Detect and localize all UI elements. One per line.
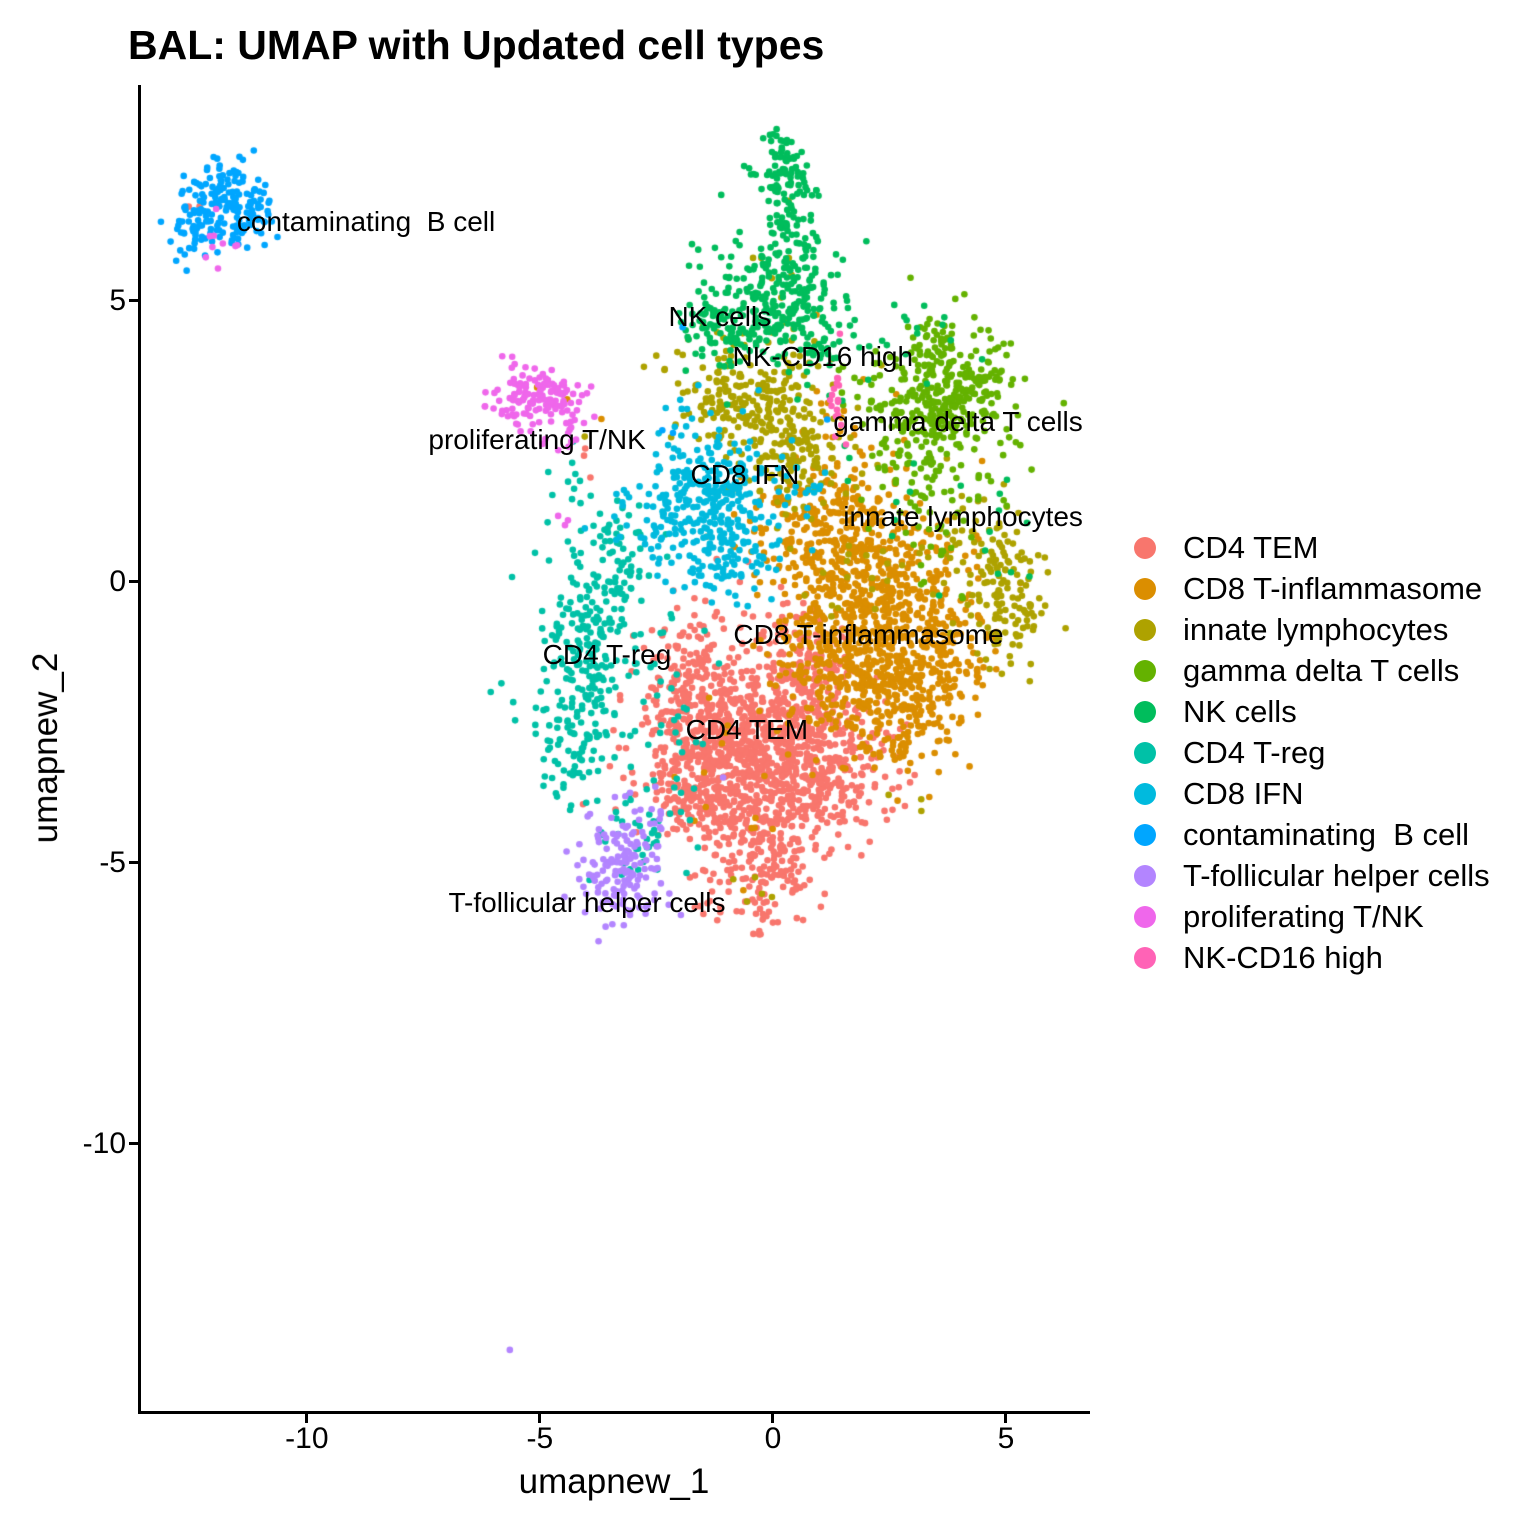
legend-item: proliferating T/NK — [1134, 896, 1490, 937]
legend-label: gamma delta T cells — [1183, 652, 1460, 688]
cluster-label: CD4 TEM — [685, 713, 809, 745]
legend-item: gamma delta T cells — [1134, 650, 1490, 691]
y-tick-label: 0 — [109, 564, 126, 598]
y-tick-label: 5 — [109, 283, 126, 317]
y-axis-line — [138, 85, 141, 1414]
legend-dot-icon — [1134, 700, 1156, 723]
cluster-label: CD4 T-reg — [542, 638, 672, 670]
legend-label: contaminating B cell — [1183, 816, 1470, 852]
legend-label: CD8 T-inflammasome — [1183, 570, 1483, 606]
legend-dot-icon — [1134, 659, 1156, 682]
legend-dot-icon — [1134, 536, 1156, 559]
cluster-label: contaminating B cell — [236, 205, 496, 237]
legend-dot-icon — [1134, 946, 1156, 969]
legend-label: proliferating T/NK — [1183, 898, 1424, 934]
legend: CD4 TEM CD8 T-inflammasome innate lymphocy… — [1134, 527, 1490, 978]
cluster-label: proliferating T/NK — [428, 423, 646, 455]
y-tick-mark — [129, 580, 138, 584]
y-tick-mark — [129, 861, 138, 865]
cluster-label: T-follicular helper cells — [448, 886, 726, 918]
legend-item: innate lymphocytes — [1134, 609, 1490, 650]
legend-item: T-follicular helper cells — [1134, 855, 1490, 896]
legend-item: NK-CD16 high — [1134, 937, 1490, 978]
legend-label: CD4 TEM — [1183, 529, 1319, 565]
legend-item: CD8 IFN — [1134, 773, 1490, 814]
y-tick-mark — [129, 299, 138, 303]
x-tick-mark — [538, 1414, 542, 1423]
legend-dot-icon — [1134, 618, 1156, 641]
legend-dot-icon — [1134, 905, 1156, 928]
legend-label: NK-CD16 high — [1183, 939, 1383, 975]
legend-item: CD8 T-inflammasome — [1134, 568, 1490, 609]
cluster-label: NK cells — [668, 300, 772, 332]
legend-label: innate lymphocytes — [1183, 611, 1449, 647]
x-axis-title: umapnew_1 — [518, 1462, 710, 1501]
x-tick-mark — [305, 1414, 309, 1423]
legend-label: T-follicular helper cells — [1183, 857, 1490, 893]
cluster-label: CD8 T-inflammasome — [733, 619, 1004, 651]
legend-item: CD4 T-reg — [1134, 732, 1490, 773]
legend-dot-icon — [1134, 577, 1156, 600]
x-tick-label: 0 — [764, 1422, 782, 1455]
legend-item: contaminating B cell — [1134, 814, 1490, 855]
cluster-label: innate lymphocytes — [843, 500, 1083, 532]
y-tick-mark — [129, 1142, 138, 1146]
x-tick-label: 5 — [997, 1422, 1015, 1455]
legend-label: CD8 IFN — [1183, 775, 1304, 811]
legend-label: CD4 T-reg — [1183, 734, 1326, 770]
legend-dot-icon — [1134, 782, 1156, 805]
cluster-label: gamma delta T cells — [833, 405, 1083, 437]
legend-item: CD4 TEM — [1134, 527, 1490, 568]
legend-item: NK cells — [1134, 691, 1490, 732]
legend-label: NK cells — [1183, 693, 1297, 729]
x-tick-mark — [1004, 1414, 1008, 1423]
x-tick-label: -5 — [526, 1422, 554, 1455]
y-tick-label: -10 — [82, 1126, 126, 1160]
legend-dot-icon — [1134, 741, 1156, 764]
legend-dot-icon — [1134, 864, 1156, 887]
x-axis-line — [138, 1411, 1090, 1414]
x-tick-label: -10 — [285, 1422, 329, 1455]
y-axis-title: umapnew_2 — [26, 652, 65, 844]
x-tick-mark — [771, 1414, 775, 1423]
y-tick-label: -5 — [99, 845, 126, 879]
cluster-label: NK-CD16 high — [732, 341, 914, 373]
legend-dot-icon — [1134, 823, 1156, 846]
cluster-label: CD8 IFN — [690, 459, 800, 491]
